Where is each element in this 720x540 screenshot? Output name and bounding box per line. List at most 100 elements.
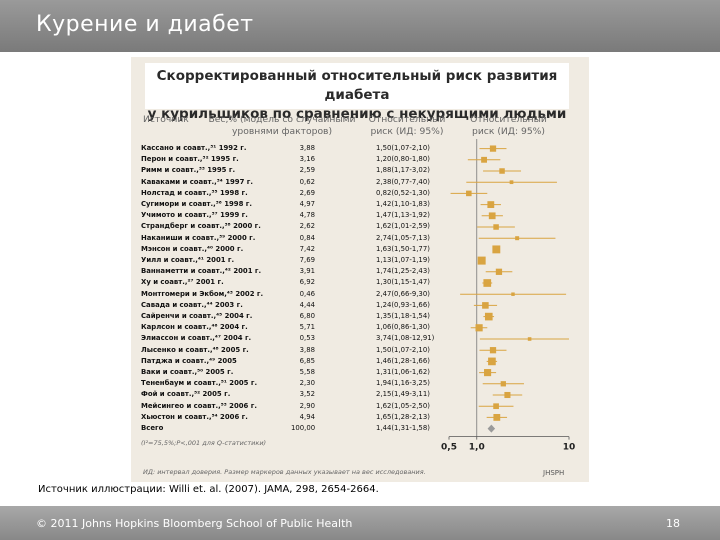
study-row: Лысенко и соавт.,⁴⁸ 2005 г. 3,88 1,50(1,07… <box>141 345 451 356</box>
study-row: Ваки и соавт.,⁵⁰ 2005 г. 5,58 1,31(1,06-1,… <box>141 367 451 378</box>
study-ci: 1,42(1,10-1,83) <box>376 200 430 208</box>
study-weight: 0,46 <box>299 289 315 298</box>
study-row: Сугимори и соавт.,³⁶ 1998 г. 4,97 1,42(1,1… <box>141 199 451 210</box>
study-row: Фой и соавт.,⁵² 2005 г. 3,52 2,15(1,49-3,1… <box>141 389 451 400</box>
point-marker <box>515 236 520 241</box>
study-ci: 1,74(1,25-2,43) <box>376 267 430 276</box>
total-row: Всего 100,00 1,44(1,31-1,58) <box>141 423 451 434</box>
study-source: Сайренчи и соавт.,⁴⁵ 2004 г. <box>141 312 253 320</box>
col-header-rr-text-line1: Относительный <box>368 114 446 125</box>
study-source: Мейсингео и соавт.,⁵³ 2006 г. <box>141 401 257 410</box>
study-source: Уилл и соавт.,⁴¹ 2001 г. <box>141 256 235 264</box>
x-tick-label: 10 <box>563 443 576 453</box>
study-row: Мейсингео и соавт.,⁵³ 2006 г. 2,90 1,62(1,… <box>141 401 451 412</box>
study-source: Фой и соавт.,⁵² 2005 г. <box>141 390 231 399</box>
study-weight: 3,88 <box>299 345 315 354</box>
study-ci: 0,82(0,52-1,30) <box>376 188 430 197</box>
point-marker <box>466 190 472 197</box>
study-source: Патджа и соавт.,⁴⁹ 2005 <box>141 356 237 365</box>
figure-title-line2: у курильщиков по сравнению с некурящими … <box>147 106 567 122</box>
point-marker <box>493 224 499 230</box>
study-weight: 6,85 <box>299 356 315 365</box>
study-row: Элиассон и соавт.,⁴⁷ 2004 г. 0,53 3,74(1,0… <box>141 333 451 344</box>
study-ci: 1,31(1,06-1,62) <box>376 368 430 376</box>
study-row: Патджа и соавт.,⁴⁹ 2005 6,85 1,46(1,28-1,6… <box>141 356 451 367</box>
forest-plot-figure: Скорректированный относительный риск раз… <box>131 57 589 482</box>
study-row: Ваннаметти и соавт.,⁴² 2001 г. 3,91 1,74(1… <box>141 266 451 277</box>
study-source: Тененбаум и соавт.,⁵¹ 2005 г. <box>141 379 258 388</box>
study-source: Ваки и соавт.,⁵⁰ 2005 г. <box>141 368 234 376</box>
point-marker <box>488 212 496 220</box>
study-ci: 1,44(1,31-1,58) <box>376 424 430 432</box>
col-header-weight-line1: Вес,% (модель со случайными <box>208 114 356 125</box>
study-weight: 0,62 <box>299 177 315 186</box>
study-weight: 3,16 <box>299 155 315 164</box>
study-row: Перон и соавт.,³² 1995 г. 3,16 1,20(0,80-1… <box>141 154 451 165</box>
study-weight: 0,84 <box>299 233 315 242</box>
study-source: Сугимори и соавт.,³⁶ 1998 г. <box>141 200 253 208</box>
study-ci: 1,63(1,50-1,77) <box>376 244 430 253</box>
study-row: Нолстад и соавт.,³⁵ 1998 г. 2,69 0,82(0,52… <box>141 188 451 199</box>
heterogeneity-note: (I²=75,5%;P<,001 для Q-статистики) <box>141 439 267 447</box>
study-weight: 2,30 <box>299 379 315 388</box>
page-number: 18 <box>666 517 680 530</box>
study-weight: 3,52 <box>299 390 315 399</box>
study-row: Наканиши и соавт.,³⁹ 2000 г. 0,84 2,74(1,0… <box>141 233 451 244</box>
study-row: Савада и соавт.,⁴⁴ 2003 г. 4,44 1,24(0,93-… <box>141 300 451 311</box>
study-row: Римм и соавт.,³³ 1995 г. 2,59 1,88(1,17-3,… <box>141 165 451 176</box>
study-ci: 1,88(1,17-3,02) <box>376 166 430 175</box>
point-marker <box>492 245 501 254</box>
study-row: Сайренчи и соавт.,⁴⁵ 2004 г. 6,80 1,35(1,1… <box>141 311 451 322</box>
point-marker <box>511 292 515 296</box>
col-header-rr-text: Относительный риск (ИД: 95%) <box>367 114 447 138</box>
point-marker <box>493 403 499 410</box>
jhsph-logo: JHSPH <box>543 469 565 477</box>
study-row: Тененбаум и соавт.,⁵¹ 2005 г. 2,30 1,94(1,… <box>141 378 451 389</box>
study-source: Кассано и соавт.,³¹ 1992 г. <box>141 144 247 152</box>
study-source: Наканиши и соавт.,³⁹ 2000 г. <box>141 233 256 242</box>
copyright-text: © 2011 Johns Hopkins Bloomberg School of… <box>36 517 353 530</box>
point-marker <box>495 268 503 275</box>
study-ci: 1,50(1,07-2,10) <box>376 345 430 354</box>
col-header-rr-plot-line1: Относительный <box>470 114 547 125</box>
total-diamond <box>487 424 496 433</box>
study-source: Ху и соавт.,²⁷ 2001 г. <box>141 278 224 287</box>
title-bar: Курение и диабет <box>0 0 720 52</box>
point-marker <box>487 201 495 209</box>
point-marker <box>483 279 492 287</box>
study-ci: 1,35(1,18-1,54) <box>376 312 430 320</box>
study-ci: 2,15(1,49-3,11) <box>376 390 430 399</box>
study-ci: 3,74(1,08-12,91) <box>376 334 435 343</box>
study-ci: 1,94(1,16-3,25) <box>376 379 430 388</box>
point-marker <box>488 357 496 366</box>
study-ci: 2,38(0,77-7,40) <box>376 177 430 186</box>
study-row: Мэнсон и соавт.,⁴⁰ 2000 г. 7,42 1,63(1,50-… <box>141 244 451 255</box>
study-source: Всего <box>141 424 164 432</box>
study-ci: 1,50(1,07-2,10) <box>376 144 430 152</box>
study-row: Карлсон и соавт.,⁴⁶ 2004 г. 5,71 1,06(0,86… <box>141 322 451 333</box>
study-weight: 4,94 <box>299 412 315 421</box>
study-source: Нолстад и соавт.,³⁵ 1998 г. <box>141 188 248 197</box>
study-weight: 7,69 <box>299 256 315 264</box>
study-ci: 2,74(1,05-7,13) <box>376 233 430 242</box>
study-source: Хьюстон и соавт.,⁵⁴ 2006 г. <box>141 412 248 421</box>
study-ci: 1,62(1,01-2,59) <box>376 222 430 231</box>
study-source: Савада и соавт.,⁴⁴ 2003 г. <box>141 300 243 309</box>
study-weight: 4,78 <box>299 211 315 220</box>
x-tick-label: 1,0 <box>469 443 485 453</box>
col-header-source: Источник <box>143 114 189 125</box>
study-source: Лысенко и соавт.,⁴⁸ 2005 г. <box>141 345 249 354</box>
figure-title-line1: Скорректированный относительный риск раз… <box>156 68 558 103</box>
study-source: Карлсон и соавт.,⁴⁶ 2004 г. <box>141 323 248 332</box>
study-ci: 1,65(1,28-2,13) <box>376 412 430 421</box>
study-source: Ваннаметти и соавт.,⁴² 2001 г. <box>141 267 262 276</box>
study-weight: 3,91 <box>299 267 315 276</box>
col-header-rr-plot: Относительный риск (ИД: 95%) <box>461 114 556 138</box>
study-source: Страндберг и соавт.,³⁸ 2000 г. <box>141 222 261 231</box>
study-weight: 5,71 <box>299 323 315 332</box>
legend-note: ИД: интервал доверия. Размер маркеров да… <box>143 468 426 476</box>
study-source: Перон и соавт.,³² 1995 г. <box>141 155 239 164</box>
footer-bar: © 2011 Johns Hopkins Bloomberg School of… <box>0 506 720 540</box>
figure-title: Скорректированный относительный риск раз… <box>145 63 569 122</box>
study-weight: 4,97 <box>299 200 315 208</box>
